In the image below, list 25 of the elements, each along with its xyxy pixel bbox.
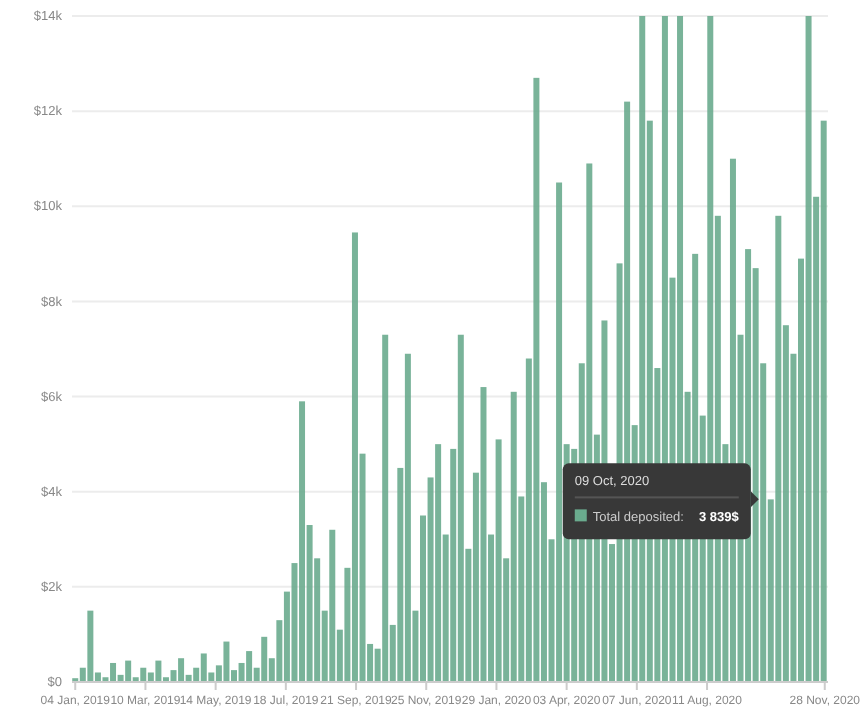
bar [87, 610, 94, 682]
bar [261, 636, 268, 682]
bar [533, 77, 540, 682]
bar [140, 667, 147, 682]
bar [775, 215, 782, 682]
bar [404, 353, 411, 682]
bar [351, 232, 358, 682]
bar [178, 658, 185, 682]
bar [805, 16, 812, 682]
bar [820, 120, 827, 682]
bar [480, 387, 487, 682]
bar [510, 391, 517, 682]
bar [329, 529, 336, 682]
bar [435, 444, 442, 682]
bar [382, 334, 389, 682]
bar [556, 182, 563, 682]
bar [223, 641, 230, 682]
bar [110, 662, 117, 682]
bar [125, 660, 132, 682]
bar [155, 660, 162, 682]
bar [299, 401, 306, 682]
bar [457, 334, 464, 682]
bar [495, 439, 502, 682]
bar [200, 653, 207, 682]
bar [246, 651, 253, 682]
